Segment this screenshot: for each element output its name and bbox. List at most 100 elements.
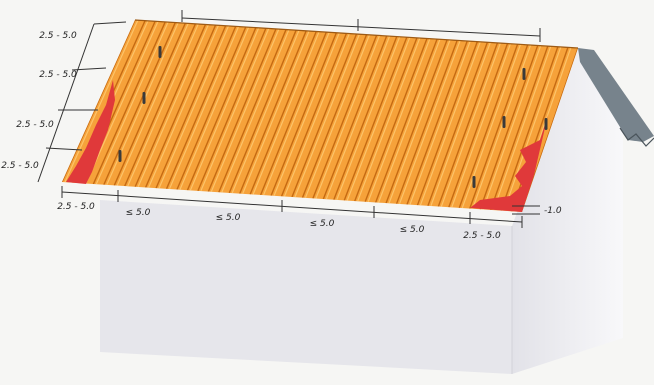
- corrugation-rib: [427, 42, 489, 207]
- corrugation-highlight: [493, 45, 552, 211]
- corrugation-rib: [301, 34, 368, 198]
- corrugation-rib: [239, 30, 307, 194]
- corrugation-highlight: [263, 31, 330, 196]
- corrugation-rib: [144, 24, 217, 188]
- corrugation-highlight: [179, 26, 250, 190]
- corrugation-highlight: [503, 46, 562, 211]
- corrugation-rib: [197, 28, 267, 192]
- corrugation-highlight: [482, 45, 542, 210]
- fastener-icon: [158, 46, 162, 58]
- corrugation-highlight: [440, 42, 502, 207]
- fastener-icon: [142, 92, 146, 104]
- corrugation-rib: [176, 26, 247, 190]
- corrugation-rib: [291, 33, 358, 198]
- corrugation-highlight: [315, 35, 381, 199]
- house-body: [100, 48, 623, 374]
- fastener-icon: [472, 176, 476, 188]
- corrugation-rib: [165, 26, 237, 190]
- corrugation-rib: [134, 24, 207, 188]
- corrugation-highlight: [388, 39, 451, 204]
- corrugation-rib: [113, 22, 186, 186]
- corrugation-rib: [437, 42, 499, 207]
- corrugation-rib: [385, 39, 448, 204]
- bottom-span-label-1: ≤ 5.0: [126, 208, 151, 218]
- corrugation-highlight: [398, 40, 461, 205]
- corrugation-rib: [469, 44, 529, 209]
- left-label-1: 2.5 - 5.0: [39, 31, 77, 41]
- corrugation-highlight: [378, 38, 441, 203]
- corrugation-highlight: [461, 43, 522, 209]
- corrugation-rib: [395, 40, 458, 205]
- corrugation-highlight: [148, 24, 220, 188]
- corrugation-highlight: [158, 25, 230, 189]
- corrugation-highlight: [242, 30, 310, 194]
- corrugation-highlight: [409, 40, 471, 205]
- corrugation-highlight: [304, 34, 371, 198]
- corrugation-rib: [343, 36, 408, 201]
- corrugation-highlight: [419, 41, 481, 206]
- corrugation-rib: [270, 32, 338, 196]
- roof-sheeting: [62, 19, 579, 212]
- corrugation-rib: [406, 40, 468, 205]
- corrugation-rib: [458, 43, 519, 209]
- corrugation-rib: [500, 46, 559, 211]
- bottom-left-corner-label: 2.5 - 5.0: [57, 202, 95, 212]
- corrugation-rib: [103, 22, 176, 186]
- corrugation-rib: [259, 31, 327, 196]
- corrugation-highlight: [451, 43, 512, 208]
- corrugation-rib: [416, 41, 478, 206]
- corrugation-rib: [489, 45, 549, 211]
- corrugation-rib: [92, 21, 166, 185]
- corrugation-rib: [322, 35, 388, 200]
- left-label-4: 2.5 - 5.0: [1, 161, 39, 171]
- corrugation-highlight: [336, 36, 401, 200]
- right-offset-label: -1.0: [544, 206, 562, 216]
- corrugation-highlight: [325, 35, 391, 200]
- gable-wall: [512, 48, 623, 374]
- bottom-right-corner-label: 2.5 - 5.0: [463, 231, 501, 241]
- corrugation-highlight: [357, 37, 421, 202]
- corrugation-highlight: [346, 36, 411, 201]
- zone-right: [470, 115, 548, 212]
- fasteners: [118, 46, 548, 188]
- corrugation-rib: [479, 45, 539, 210]
- corrugation-highlight: [472, 44, 532, 209]
- corrugation-highlight: [210, 28, 280, 192]
- corrugation-rib: [186, 27, 257, 191]
- corrugation-rib: [312, 35, 378, 199]
- corrugation-highlight: [85, 21, 159, 184]
- corrugation-rib: [207, 28, 277, 192]
- zone-left: [66, 80, 115, 184]
- fastener-icon: [544, 118, 548, 130]
- fastener-icon: [502, 116, 506, 128]
- fastener-icon: [522, 68, 526, 80]
- corrugation-rib: [364, 38, 428, 203]
- bottom-span-label-3: ≤ 5.0: [310, 219, 335, 229]
- corrugation-rib: [155, 25, 227, 189]
- left-label-2: 2.5 - 5.0: [39, 70, 77, 80]
- bottom-span-label-4: ≤ 5.0: [400, 225, 425, 235]
- corrugation-highlight: [116, 22, 189, 186]
- corrugation-rib: [354, 37, 418, 202]
- corrugation-highlight: [137, 24, 210, 188]
- dimension-lines: [37, 10, 541, 228]
- corrugation-highlight: [221, 29, 290, 193]
- corrugation-highlight: [252, 31, 320, 195]
- corrugation-highlight: [200, 28, 270, 192]
- dimension-labels: 2.5 - 5.0 2.5 - 5.0 2.5 - 5.0 2.5 - 5.0 …: [1, 31, 562, 241]
- left-label-3: 2.5 - 5.0: [16, 120, 54, 130]
- corrugation-highlight: [283, 33, 350, 197]
- corrugation-rib: [333, 36, 398, 200]
- corrugation-highlight: [231, 29, 300, 194]
- corrugation-highlight: [430, 42, 491, 207]
- corrugation-rib: [249, 31, 317, 195]
- corrugation-rib: [280, 33, 348, 197]
- gable-roof-edge: [578, 48, 654, 147]
- corrugation-highlight: [189, 27, 260, 191]
- corrugation-rib: [448, 43, 509, 208]
- corrugation-highlight: [95, 21, 169, 185]
- bottom-span-label-2: ≤ 5.0: [216, 213, 241, 223]
- fastener-icon: [118, 150, 122, 162]
- front-wall: [100, 200, 512, 374]
